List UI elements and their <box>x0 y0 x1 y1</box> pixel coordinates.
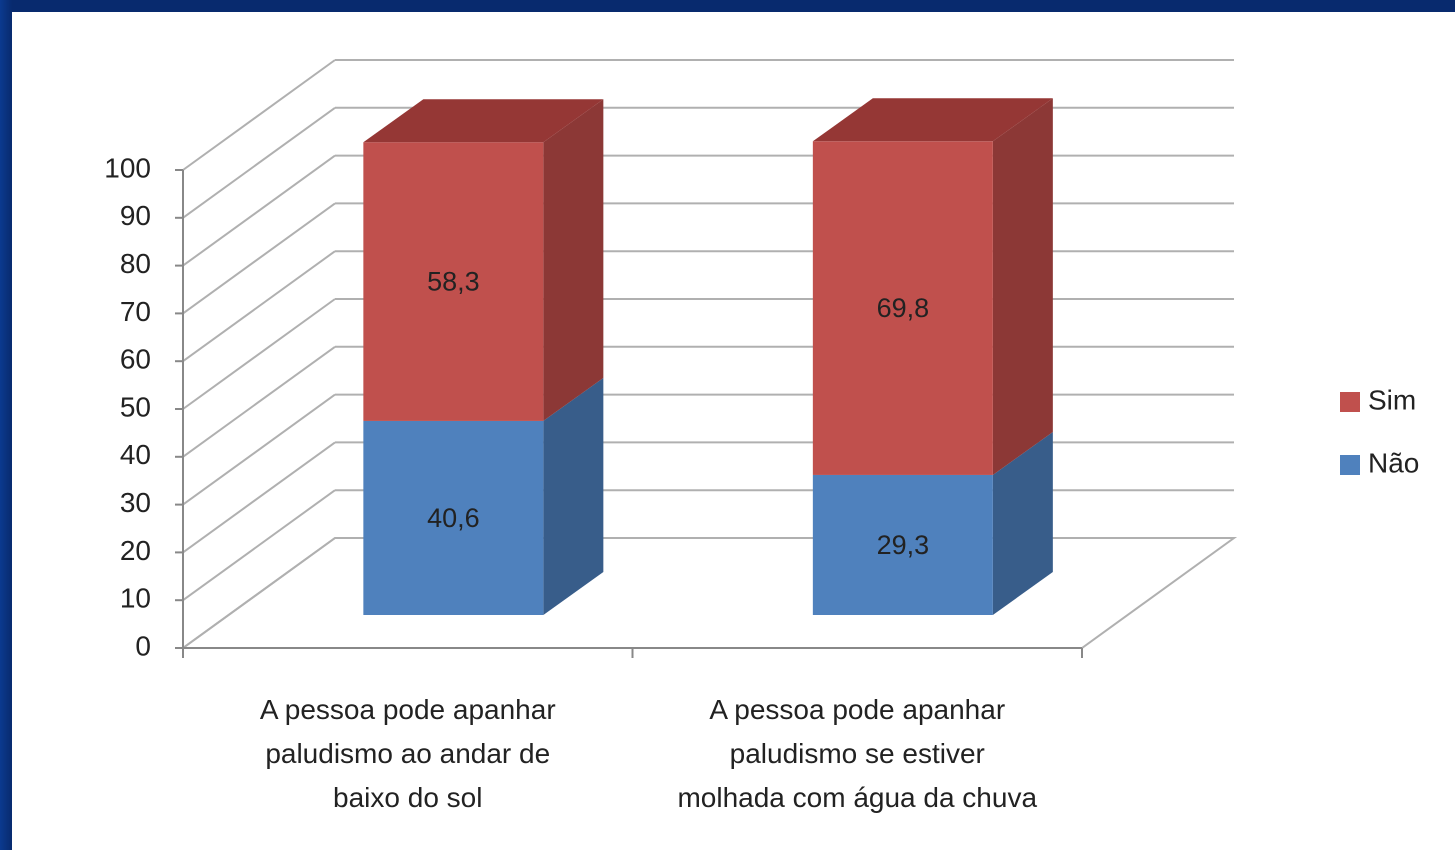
side-grid-line <box>182 441 336 554</box>
slide-panel <box>12 12 1455 850</box>
x-tick-label: A pessoa pode apanhar paludismo se estiv… <box>677 694 1038 813</box>
y-tick-label: 90 <box>120 200 151 231</box>
value-label: 29,3 <box>877 530 930 560</box>
value-label: 40,6 <box>427 503 480 533</box>
y-tick-label: 20 <box>120 535 151 566</box>
y-tick-label: 50 <box>120 391 151 422</box>
legend-swatch <box>1340 392 1360 412</box>
y-tick-label: 60 <box>120 344 151 375</box>
bar-side <box>543 377 604 615</box>
bar <box>812 474 993 615</box>
side-grid-line <box>182 202 336 315</box>
side-grid-line <box>182 298 336 410</box>
side-grid-line <box>182 154 336 267</box>
legend-label: Sim <box>1368 384 1416 415</box>
bar-side <box>543 99 604 421</box>
bar <box>363 142 544 421</box>
y-tick-label: 70 <box>120 296 151 327</box>
value-label: 58,3 <box>427 267 480 297</box>
side-grid-line <box>182 59 336 171</box>
legend-swatch <box>1340 455 1360 475</box>
side-grid-line <box>182 345 336 458</box>
y-tick-label: 100 <box>104 152 151 183</box>
value-label: 69,8 <box>877 293 930 323</box>
y-tick-label: 40 <box>120 439 151 470</box>
bar-top <box>812 98 1053 142</box>
y-tick-label: 80 <box>120 248 151 279</box>
bar <box>812 141 993 475</box>
x-tick-label: A pessoa pode apanhar paludismo ao andar… <box>259 694 556 813</box>
side-grid-line <box>182 106 336 219</box>
y-tick-label: 10 <box>120 583 151 614</box>
side-grid-line <box>182 537 336 649</box>
side-grid-line <box>182 250 336 363</box>
legend-label: Não <box>1368 447 1419 478</box>
side-grid-line <box>182 393 336 506</box>
y-tick-label: 0 <box>135 630 151 661</box>
side-grid-line <box>182 489 336 602</box>
bar-top <box>363 99 604 143</box>
floor <box>179 537 1238 649</box>
bar-side <box>992 431 1053 615</box>
bar-side <box>992 98 1053 475</box>
bar <box>363 420 544 615</box>
y-tick-label: 30 <box>120 487 151 518</box>
